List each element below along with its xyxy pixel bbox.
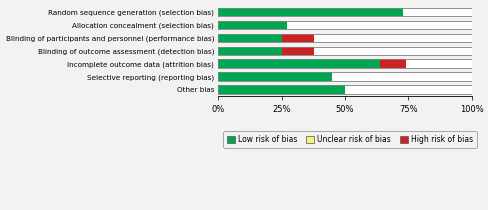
Bar	[218, 21, 286, 29]
Bar	[218, 47, 281, 55]
Bar	[218, 47, 470, 55]
Bar	[218, 85, 344, 94]
Bar	[218, 8, 470, 16]
Bar	[218, 34, 470, 42]
Bar	[218, 72, 470, 81]
Bar	[218, 59, 380, 68]
Bar	[218, 21, 470, 29]
Bar	[218, 21, 470, 29]
Bar	[281, 34, 314, 42]
Bar	[218, 8, 402, 16]
Bar	[218, 85, 470, 94]
Bar	[218, 34, 470, 42]
Bar	[218, 85, 470, 94]
Bar	[281, 47, 314, 55]
Bar	[218, 8, 470, 16]
Bar	[218, 72, 470, 81]
Bar	[218, 34, 281, 42]
Bar	[218, 59, 470, 68]
Bar	[218, 47, 470, 55]
Legend: Low risk of bias, Unclear risk of bias, High risk of bias: Low risk of bias, Unclear risk of bias, …	[223, 131, 476, 148]
Bar	[218, 59, 470, 68]
Bar	[380, 59, 405, 68]
Bar	[218, 72, 331, 81]
